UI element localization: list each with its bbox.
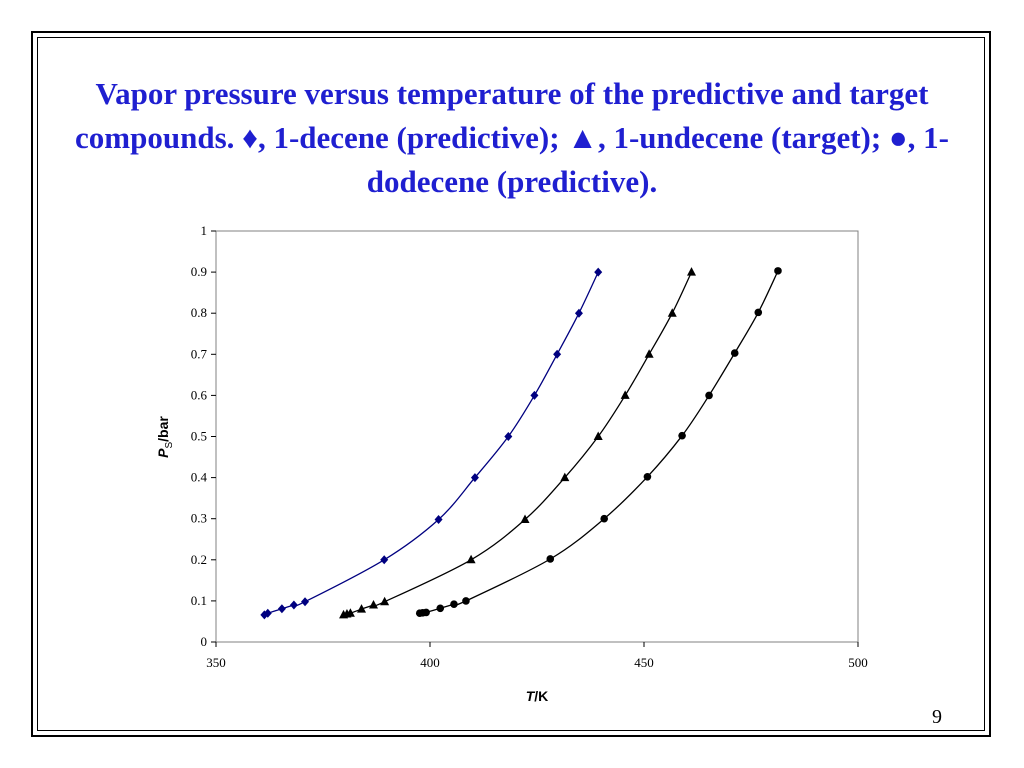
y-tick-label: 0.1 bbox=[191, 593, 207, 608]
series-points bbox=[260, 267, 782, 620]
data-point-circle bbox=[730, 349, 739, 357]
y-axis: 0 0.1 0.2 0.3 0.4 0.5 0.6 0.7 0.8 0.9 1 bbox=[191, 223, 216, 649]
x-tick-label: 350 bbox=[206, 655, 226, 670]
slide-inner-border bbox=[37, 37, 985, 731]
data-point-diamond bbox=[301, 597, 310, 607]
data-point-diamond bbox=[380, 555, 389, 565]
y-tick-label: 0.6 bbox=[191, 387, 208, 402]
data-point-diamond bbox=[289, 600, 298, 610]
y-tick-label: 0.8 bbox=[191, 305, 207, 320]
y-tick-label: 1 bbox=[201, 223, 208, 238]
x-tick-label: 400 bbox=[420, 655, 440, 670]
y-tick-label: 0.5 bbox=[191, 429, 207, 444]
data-point-triangle bbox=[466, 554, 476, 564]
data-point-diamond bbox=[553, 349, 562, 359]
data-point-triangle bbox=[357, 604, 367, 613]
data-point-triangle bbox=[520, 514, 530, 524]
data-point-circle bbox=[705, 391, 713, 400]
data-point-triangle bbox=[560, 472, 570, 482]
page-number: 9 bbox=[932, 706, 942, 728]
data-point-diamond bbox=[277, 604, 286, 614]
data-point-triangle bbox=[644, 349, 654, 358]
data-point-circle bbox=[546, 555, 555, 563]
data-point-triangle bbox=[369, 600, 379, 609]
data-point-circle bbox=[643, 472, 652, 481]
slide-outer-border bbox=[31, 31, 991, 737]
data-point-triangle bbox=[687, 267, 697, 276]
data-point-triangle bbox=[593, 431, 603, 440]
data-point-circle bbox=[600, 514, 608, 523]
data-point-triangle bbox=[667, 308, 677, 317]
x-axis: 350 400 450 500 bbox=[206, 642, 868, 670]
data-point-circle bbox=[774, 267, 782, 275]
data-point-circle bbox=[422, 608, 430, 617]
y-tick-label: 0 bbox=[201, 634, 208, 649]
data-point-circle bbox=[678, 431, 686, 440]
y-axis-title-symbol: P bbox=[155, 448, 171, 458]
data-point-diamond bbox=[594, 267, 603, 277]
y-tick-label: 0.9 bbox=[191, 264, 207, 279]
y-tick-label: 0.4 bbox=[191, 470, 208, 485]
y-axis-title-unit: /bar bbox=[155, 416, 171, 442]
data-point-diamond bbox=[263, 608, 272, 618]
data-point-diamond bbox=[470, 473, 479, 483]
y-tick-label: 0.7 bbox=[191, 346, 208, 361]
data-point-circle bbox=[436, 604, 445, 613]
plot-area bbox=[215, 230, 859, 643]
data-point-diamond bbox=[434, 515, 443, 525]
data-point-circle bbox=[450, 600, 458, 608]
data-point-triangle bbox=[345, 608, 355, 617]
y-axis-title: PS/bar bbox=[155, 416, 175, 458]
data-point-triangle bbox=[620, 390, 630, 399]
data-point-diamond bbox=[574, 308, 583, 318]
data-point-triangle bbox=[380, 596, 390, 606]
x-axis-title: T/K bbox=[526, 688, 549, 704]
slide-title: Vapor pressure versus temperature of the… bbox=[75, 76, 949, 199]
data-point-diamond bbox=[504, 432, 513, 441]
x-axis-title-symbol: T bbox=[526, 688, 536, 704]
y-tick-label: 0.3 bbox=[191, 511, 207, 526]
x-tick-label: 500 bbox=[848, 655, 868, 670]
x-axis-title-unit: /K bbox=[534, 688, 548, 704]
data-point-circle bbox=[754, 308, 763, 317]
data-point-diamond bbox=[530, 390, 539, 400]
data-point-circle bbox=[462, 597, 470, 605]
y-tick-label: 0.2 bbox=[191, 552, 207, 567]
x-tick-label: 450 bbox=[634, 655, 654, 670]
y-axis-title-subscript: S bbox=[164, 442, 175, 449]
